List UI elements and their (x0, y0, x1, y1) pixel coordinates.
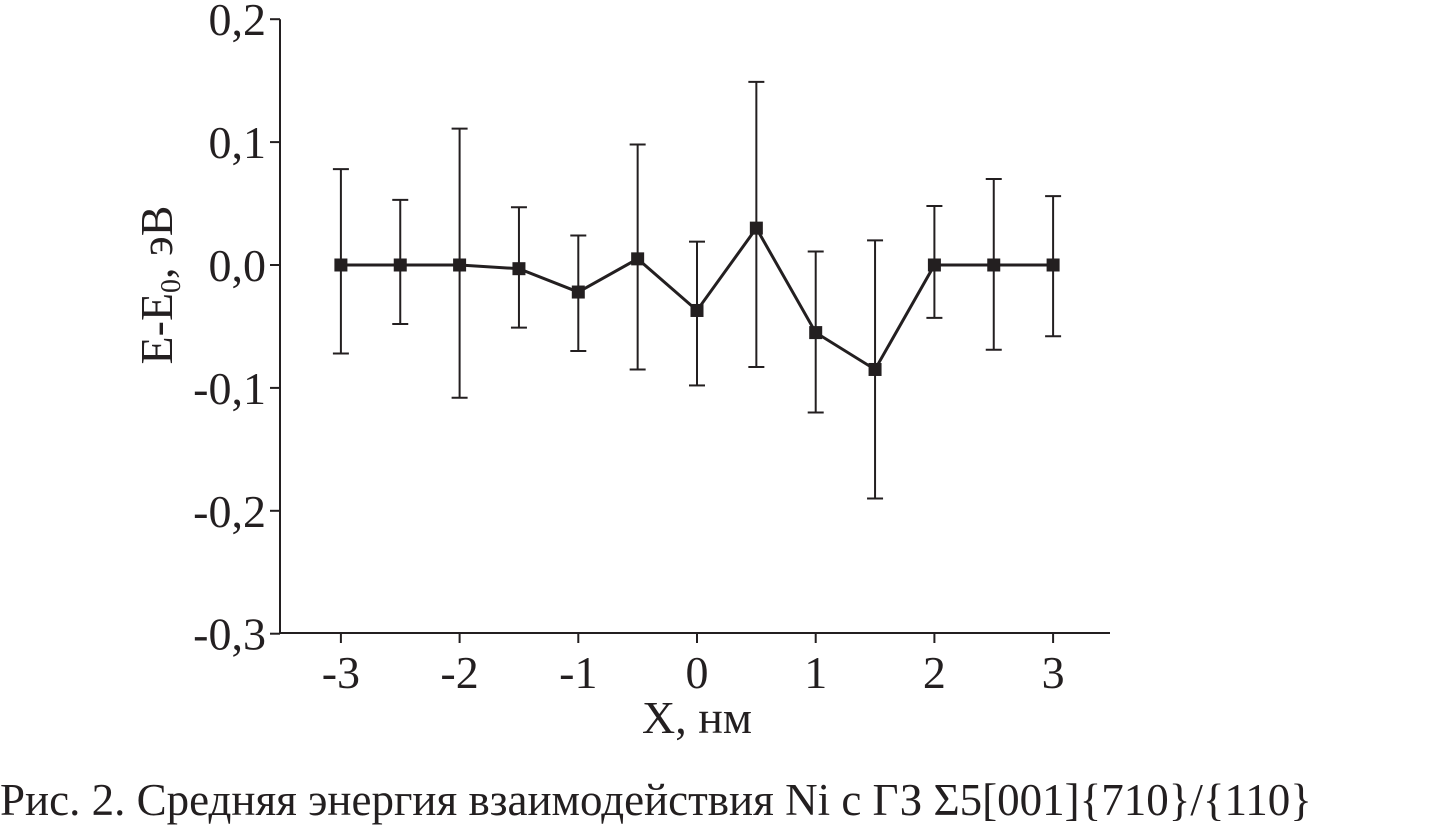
data-point (868, 362, 882, 376)
data-point (749, 221, 763, 235)
data-point (690, 303, 704, 317)
data-point (571, 285, 585, 299)
data-point (393, 258, 407, 272)
x-tick-label: -1 (559, 647, 597, 698)
y-axis-label-main: E-E (131, 293, 182, 365)
data-point (512, 262, 526, 276)
y-axis-label: E-E0, эВ (131, 206, 187, 365)
x-tick-label: 1 (804, 647, 827, 698)
y-axis-label-subscript: 0 (156, 279, 187, 293)
error-bars (332, 80, 1062, 500)
data-point (1046, 258, 1060, 272)
y-tick-label: 0,1 (209, 117, 267, 168)
y-tick-label: -0,3 (193, 609, 266, 660)
figure-caption: Рис. 2. Средняя энергия взаимодействия N… (0, 775, 1312, 825)
axes: -0,3 -0,2 -0,1 0,0 0,1 0,2 -3 -2 -1 0 1 2 3 (193, 0, 1110, 698)
x-tick-label: 2 (923, 647, 946, 698)
data-point (631, 252, 645, 266)
x-tick-label: -2 (440, 647, 478, 698)
y-axis-label-unit: , эВ (131, 206, 182, 279)
y-tick-label: -0,2 (193, 486, 266, 537)
y-tick-label: -0,1 (193, 363, 266, 414)
data-point (334, 258, 348, 272)
data-point (809, 326, 823, 340)
data-point (927, 258, 941, 272)
data-point (453, 258, 467, 272)
chart: -0,3 -0,2 -0,1 0,0 0,1 0,2 -3 -2 -1 0 1 2 3 X, нм E-… (131, 0, 1110, 743)
y-tick-label: 0,2 (209, 0, 267, 45)
data-series (334, 221, 1060, 376)
x-axis-label: X, нм (642, 692, 752, 743)
x-tick-label: 3 (1042, 647, 1065, 698)
x-tick-label: 0 (686, 647, 709, 698)
data-point (987, 258, 1001, 272)
y-tick-label: 0,0 (209, 240, 267, 291)
x-tick-label: -3 (322, 647, 360, 698)
